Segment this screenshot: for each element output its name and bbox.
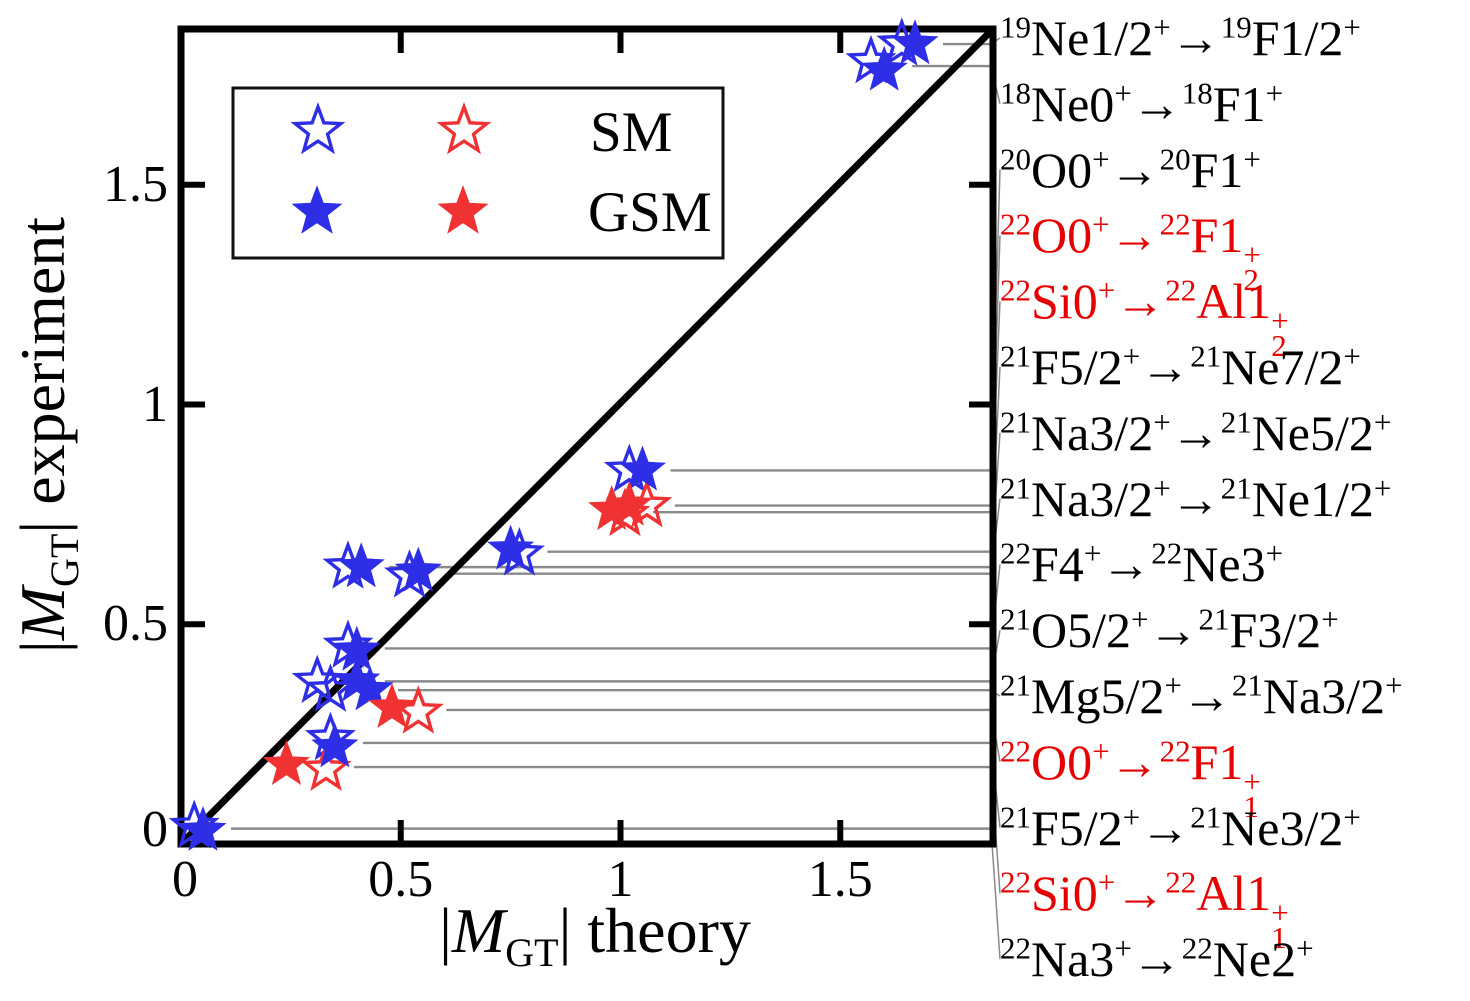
x-tick-label-1.5: 1.5 <box>807 851 873 908</box>
y-tick-label-0.5: 0.5 <box>103 595 168 653</box>
transition-label-6: 21F5/2+→21Ne7/2+ <box>1000 338 1361 395</box>
marker-gsm-1 <box>891 19 939 65</box>
transition-label-4: 22O0+→22F1 +2 <box>1000 206 1261 298</box>
transition-label-14: 22Si0+→22Al1 +1 <box>1000 864 1289 956</box>
transition-label-12: 22O0+→22F1 +1 <box>1000 733 1261 824</box>
marker-gsm-14 <box>262 740 311 786</box>
transition-label-10: 21O5/2+→21F3/2+ <box>1000 601 1339 659</box>
x-axis-title: |MGT| theory <box>439 895 751 975</box>
legend-label-gsm: GSM <box>588 181 712 244</box>
marker-gsm-12 <box>368 682 416 728</box>
legend-marker-sm-red <box>436 102 492 155</box>
y-axis-title: |MGT| experiment <box>7 216 87 654</box>
transition-label-13: 21F5/2+→21Ne3/2+ <box>1000 798 1361 856</box>
transition-label-5: 22Si0+→22Al1 +2 <box>1000 272 1289 363</box>
marker-gsm-15 <box>179 805 227 851</box>
y-tick-label-0: 0 <box>142 801 168 858</box>
plot-frame <box>177 25 997 848</box>
y-tick-label-1.5: 1.5 <box>103 155 168 213</box>
marker-gsm-5 <box>588 485 636 531</box>
legend-marker-gsm-red <box>437 185 489 234</box>
transition-label-2: 18Ne0+→18F1+ <box>1000 75 1284 132</box>
y-tick-label-1: 1 <box>142 375 168 433</box>
transition-label-8: 21Na3/2+→21Ne1/2+ <box>1000 469 1392 527</box>
callout-connector-15 <box>990 828 1001 960</box>
transition-label-1: 19Ne1/2+→19F1/2+ <box>1000 9 1361 66</box>
transition-label-3: 20O0+→20F1+ <box>1000 140 1261 198</box>
transition-label-15: 22Na3+→22Ne2+ <box>1000 930 1314 988</box>
marker-gsm-2 <box>860 45 908 91</box>
marker-gsm-8 <box>394 546 443 592</box>
legend-box <box>231 86 725 260</box>
x-tick-label-0.5: 0.5 <box>368 851 434 908</box>
marker-gsm-6 <box>486 524 535 570</box>
marker-gsm-3 <box>618 445 667 491</box>
legend-marker-gsm-blue <box>291 185 343 234</box>
marker-gsm-11 <box>346 665 394 711</box>
marker-gsm-13 <box>311 722 359 768</box>
x-tick-label-0: 0 <box>172 851 198 908</box>
transition-label-9: 22F4+→22Ne3+ <box>1000 535 1284 593</box>
transition-label-7: 21Na3/2+→21Ne5/2+ <box>1000 404 1392 461</box>
legend-marker-sm-blue <box>290 102 346 155</box>
legend-label-sm: SM <box>590 101 673 164</box>
transition-label-11: 21Mg5/2+→21Na3/2+ <box>1000 667 1403 724</box>
x-tick-label-1: 1 <box>607 851 634 908</box>
marker-gsm-7 <box>337 542 385 588</box>
